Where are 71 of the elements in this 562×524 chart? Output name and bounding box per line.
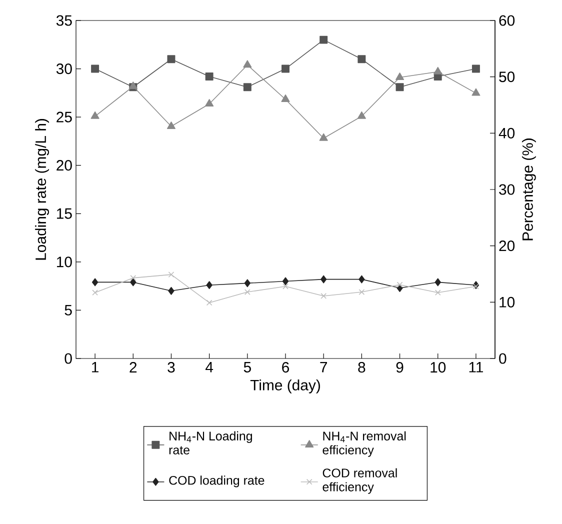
y2-tick-label: 60 — [499, 15, 515, 26]
x-tick-label: 3 — [168, 362, 175, 373]
point — [92, 278, 98, 286]
point — [396, 83, 404, 92]
x-tick-label: 4 — [206, 362, 214, 372]
point — [434, 66, 442, 74]
point — [472, 64, 480, 73]
x-tick-label: 8 — [358, 362, 366, 373]
point — [244, 279, 250, 288]
y-tick-label: 20 — [56, 160, 72, 171]
point — [166, 122, 176, 130]
point — [92, 290, 98, 296]
y2-tick-label: 20 — [499, 240, 515, 252]
point — [282, 64, 290, 73]
y-tick-label: 30 — [56, 63, 72, 74]
point — [206, 300, 212, 306]
y2-axis-title: Percentage (%) — [522, 138, 536, 240]
point — [205, 98, 214, 107]
legend-label: NH$_{4}$-N removal efficiency — [322, 431, 406, 457]
y-tick-label: 15 — [57, 208, 72, 219]
point — [434, 290, 441, 296]
y2-tick-label: 30 — [499, 184, 515, 195]
point — [205, 72, 214, 80]
point — [90, 111, 100, 119]
x-tick-label: 11 — [469, 362, 483, 372]
point — [281, 94, 290, 102]
y2-tick-label: 0 — [499, 353, 506, 364]
x-tick-label: 2 — [130, 362, 137, 372]
legend-label: NH$_{4}$-N Loading rate — [169, 431, 252, 454]
legend-label: COD removal efficiency — [322, 468, 397, 494]
point — [206, 281, 212, 290]
x-axis-title: Time (day) — [250, 379, 320, 394]
point — [396, 282, 403, 288]
point — [434, 278, 441, 286]
x-tick-label: 5 — [244, 362, 251, 372]
y-tick-label: 25 — [56, 112, 72, 122]
y2-tick-label: 40 — [498, 128, 515, 138]
y2-tick-label: 50 — [499, 72, 515, 82]
point — [282, 277, 289, 286]
point — [320, 275, 327, 284]
point — [472, 88, 480, 96]
x-tick-label: 10 — [430, 362, 446, 373]
x-tick-label: 9 — [396, 362, 404, 373]
y-axis-title: Loading rate (mg/L h) — [35, 119, 50, 260]
point — [320, 36, 328, 44]
point — [243, 60, 252, 68]
y-tick-label: 0 — [64, 353, 72, 364]
point — [358, 275, 365, 284]
point — [282, 283, 288, 290]
point — [358, 289, 365, 295]
x-tick-label: 1 — [92, 362, 98, 372]
y2-tick-label: 10 — [500, 296, 515, 308]
y-tick-label: 10 — [57, 256, 72, 268]
x-tick-label: 7 — [320, 362, 327, 372]
point — [243, 83, 252, 92]
point — [395, 72, 404, 80]
point — [168, 286, 174, 295]
point — [91, 64, 100, 73]
point — [244, 289, 250, 295]
point — [167, 55, 176, 64]
point — [130, 275, 136, 281]
point — [130, 278, 136, 286]
point — [357, 111, 366, 119]
point — [319, 133, 328, 141]
point — [168, 272, 174, 278]
point — [358, 55, 366, 64]
x-tick-label: 6 — [282, 362, 290, 373]
y-tick-label: 35 — [56, 15, 72, 26]
point — [320, 293, 327, 299]
y-tick-label: 5 — [64, 305, 72, 316]
legend-label: COD loading rate — [169, 476, 264, 488]
